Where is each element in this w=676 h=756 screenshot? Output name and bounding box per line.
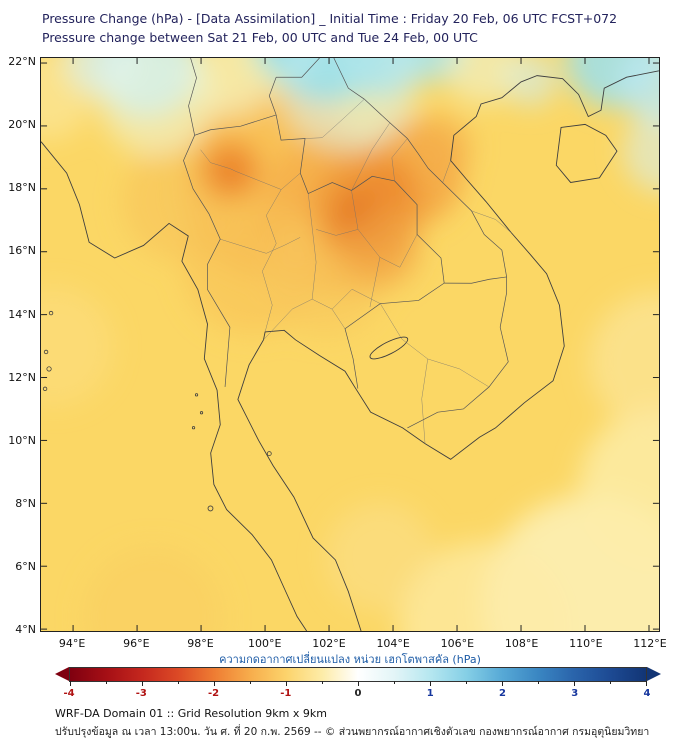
lon-tick-108: 108°E: [504, 637, 539, 650]
domain-info: WRF-DA Domain 01 :: Grid Resolution 9km …: [55, 707, 327, 720]
province-borders: [200, 98, 512, 444]
border-china: [188, 58, 320, 136]
pressure-field-map: [41, 58, 659, 631]
colorbar-tick--2: -2: [207, 688, 220, 699]
island: [48, 310, 54, 316]
country-borders: [183, 58, 509, 429]
lat-tick-20: 20°N: [8, 118, 36, 132]
lon-tick-102: 102°E: [312, 637, 346, 650]
lon-tick-100: 100°E: [248, 637, 282, 650]
colorbar-tick--3: -3: [135, 688, 147, 699]
lat-tick-22: 22°N: [8, 55, 36, 69]
lon-tick-96: 96°E: [123, 637, 150, 650]
colorbar-right-arrow: [647, 667, 661, 681]
figure-title: Pressure Change (hPa) - [Data Assimilati…: [42, 11, 618, 26]
island-phuket: [207, 505, 214, 512]
axis-ticks: [41, 58, 659, 631]
colorbar-gradient: [69, 667, 647, 686]
colorbar-tick-labels: -4 -3 -2 -1 0 1 2 3 4: [63, 688, 650, 700]
map-plot: [40, 57, 660, 632]
lat-tick-14: 14°N: [8, 307, 36, 321]
pressure-anomaly-blobs: [41, 58, 659, 631]
lat-tick-18: 18°N: [8, 181, 36, 195]
island: [194, 393, 199, 397]
border-laos-cambodia: [444, 276, 507, 284]
colorbar-tick-4: 4: [643, 688, 651, 699]
lat-tick-6: 6°N: [15, 559, 36, 573]
lat-tick-16: 16°N: [8, 244, 36, 258]
lat-tick-4: 4°N: [15, 623, 36, 637]
lon-tick-98: 98°E: [187, 637, 214, 650]
lat-tick-12: 12°N: [8, 370, 36, 384]
border-myanmar-thailand: [183, 114, 277, 387]
figure-header: Pressure Change (hPa) - [Data Assimilati…: [42, 9, 617, 47]
colorbar-tick--1: -1: [280, 688, 292, 699]
colorbar-tick-0: 0: [354, 688, 362, 699]
update-info: ปรับปรุงข้อมูล ณ เวลา 13:00น. วัน ศ. ที่…: [55, 726, 650, 738]
colorbar-tick-2: 2: [499, 688, 506, 699]
lon-tick-94: 94°E: [58, 637, 86, 650]
colorbar-tick-1: 1: [426, 688, 434, 699]
colorbar: [55, 667, 661, 686]
lat-tick-8: 8°N: [15, 496, 36, 510]
tonle-sap-lake: [369, 336, 409, 360]
island: [42, 386, 48, 392]
province-lines: [200, 98, 512, 444]
coast-gulf-vietnam-china: [237, 70, 659, 631]
lon-tick-106: 106°E: [440, 637, 475, 650]
border-laos-vietnam: [333, 58, 507, 277]
island-samui: [266, 451, 272, 457]
colorbar-title: ความกดอากาศเปลี่ยนแปลง หน่วย เฮกโตพาสคัล…: [219, 653, 481, 666]
border-vietnam-cambodia: [407, 276, 509, 429]
border-thailand-laos-cambodia: [275, 114, 445, 389]
coast-hainan-island: [555, 123, 618, 183]
island: [43, 349, 49, 355]
colorbar-left-arrow: [55, 667, 69, 681]
coast-myanmar-peninsula-west: [41, 141, 308, 631]
island: [191, 426, 196, 430]
lat-tick-10: 10°N: [8, 433, 36, 447]
island: [46, 366, 52, 372]
lon-tick-112: 112°E: [633, 637, 667, 650]
colorbar-tick-3: 3: [571, 688, 579, 699]
figure-subtitle: Pressure change between Sat 21 Feb, 00 U…: [42, 30, 478, 45]
colorbar-tick--4: -4: [63, 688, 75, 699]
lon-tick-110: 110°E: [569, 637, 603, 650]
coastline: [41, 70, 659, 631]
lon-tick-104: 104°E: [376, 637, 410, 650]
island: [199, 411, 204, 415]
